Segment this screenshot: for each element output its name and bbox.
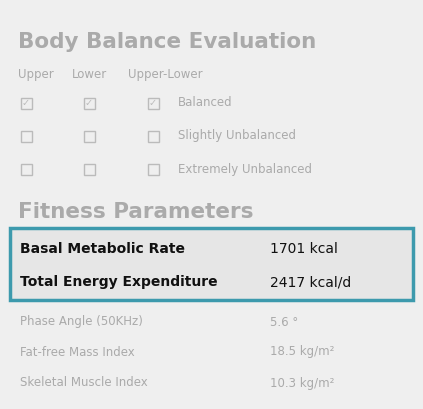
Text: Total Energy Expenditure: Total Energy Expenditure [20, 275, 217, 289]
Text: Fat-free Mass Index: Fat-free Mass Index [20, 346, 135, 359]
Text: Basal Metabolic Rate: Basal Metabolic Rate [20, 242, 185, 256]
Text: Balanced: Balanced [178, 97, 233, 110]
Text: Phase Angle (50KHz): Phase Angle (50KHz) [20, 315, 143, 328]
Text: ✓: ✓ [85, 98, 93, 108]
Bar [148, 130, 159, 142]
Text: ✓: ✓ [22, 98, 30, 108]
FancyBboxPatch shape [10, 228, 413, 300]
Text: Extremely Unbalanced: Extremely Unbalanced [178, 162, 312, 175]
Text: Upper: Upper [18, 68, 54, 81]
Text: Body Balance Evaluation: Body Balance Evaluation [18, 32, 316, 52]
Bar [148, 97, 159, 108]
Text: 5.6 °: 5.6 ° [270, 315, 298, 328]
Bar [20, 164, 31, 175]
Text: Skeletal Muscle Index: Skeletal Muscle Index [20, 377, 148, 389]
Bar [20, 97, 31, 108]
Bar [83, 130, 94, 142]
Bar [148, 164, 159, 175]
Text: ✓: ✓ [149, 98, 157, 108]
Text: Slightly Unbalanced: Slightly Unbalanced [178, 130, 296, 142]
Text: Lower: Lower [72, 68, 107, 81]
Bar [83, 97, 94, 108]
Text: Upper-Lower: Upper-Lower [128, 68, 203, 81]
Bar [83, 164, 94, 175]
Text: 10.3 kg/m²: 10.3 kg/m² [270, 377, 334, 389]
Bar [20, 130, 31, 142]
Text: Fitness Parameters: Fitness Parameters [18, 202, 253, 222]
Text: 1701 kcal: 1701 kcal [270, 242, 338, 256]
Text: 18.5 kg/m²: 18.5 kg/m² [270, 346, 334, 359]
Text: 2417 kcal/d: 2417 kcal/d [270, 275, 351, 289]
